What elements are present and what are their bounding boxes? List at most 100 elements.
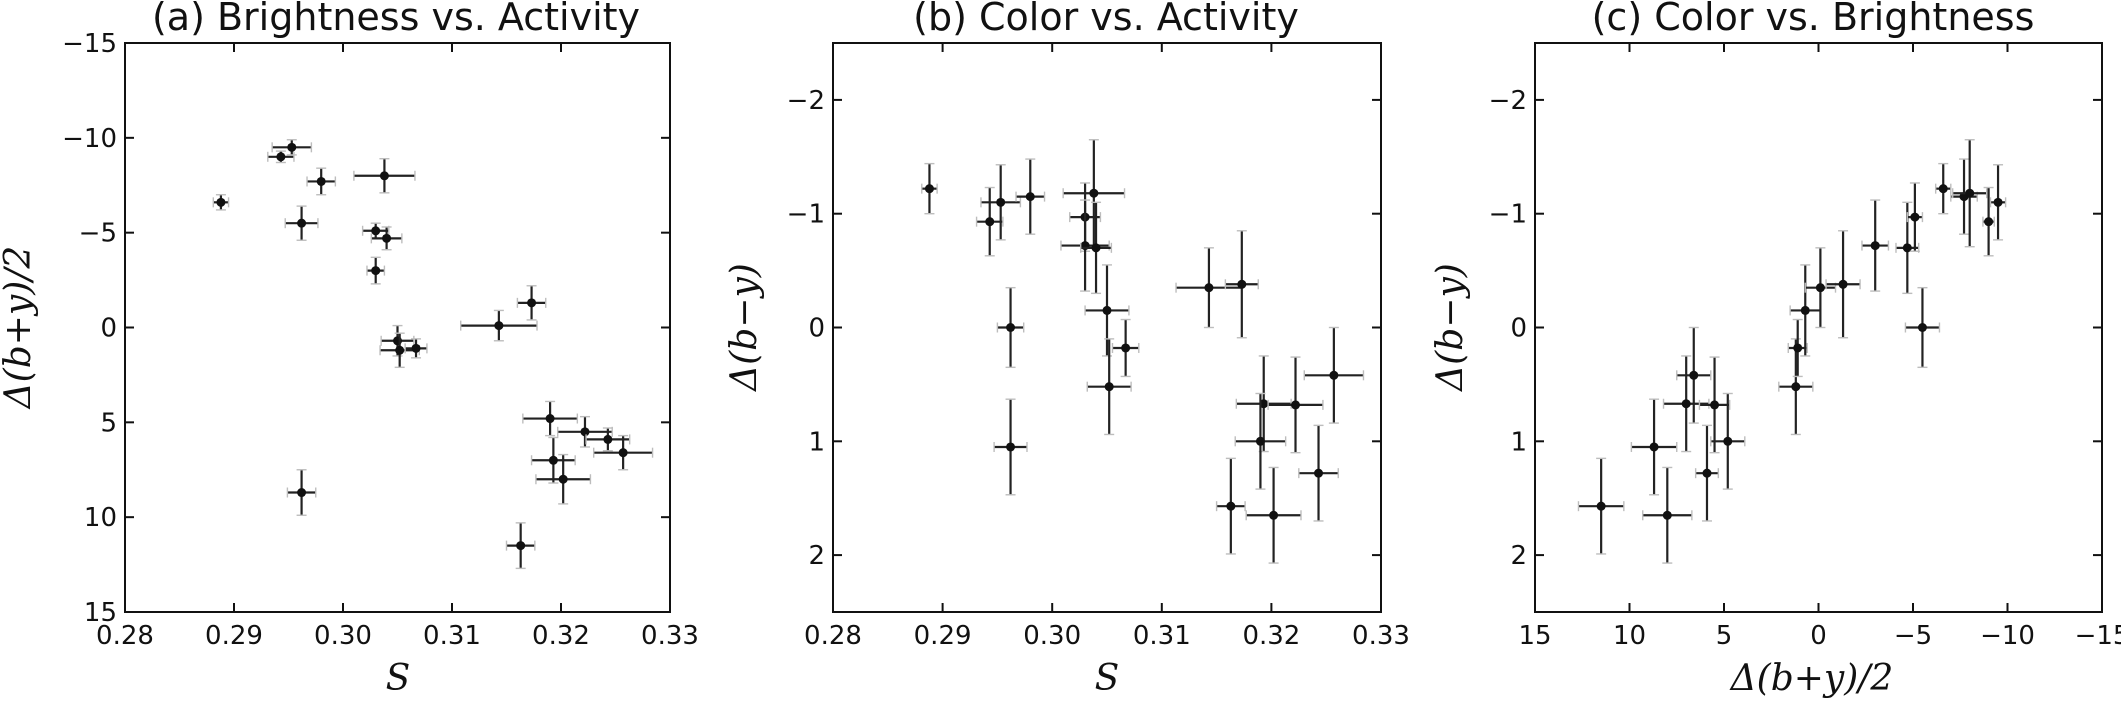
panel-a-y-axis-label: Δ(b+y)/2 bbox=[0, 246, 39, 411]
point-marker bbox=[316, 176, 326, 186]
point-marker bbox=[516, 541, 526, 551]
data-point bbox=[1630, 398, 1678, 496]
x-tick-label: 0.32 bbox=[1242, 621, 1300, 651]
data-point bbox=[404, 338, 428, 359]
data-point bbox=[516, 285, 547, 321]
panel-c-data-points bbox=[1577, 139, 2007, 564]
data-point bbox=[1694, 424, 1720, 522]
data-point bbox=[1676, 326, 1712, 424]
data-point bbox=[993, 398, 1028, 496]
panel-a-x-axis-label: S bbox=[386, 658, 411, 699]
y-tick-label: 2 bbox=[1510, 541, 1527, 571]
data-point bbox=[1224, 230, 1259, 339]
data-point bbox=[366, 256, 386, 285]
data-point bbox=[1060, 199, 1110, 292]
data-point bbox=[379, 332, 420, 369]
data-point bbox=[535, 453, 592, 505]
data-point bbox=[1234, 392, 1287, 490]
point-marker bbox=[1269, 510, 1279, 520]
y-tick-label: 1 bbox=[1510, 427, 1527, 457]
y-tick-label: 15 bbox=[84, 598, 117, 628]
panel-a-x-ticks: 0.28 0.29 0.30 0.31 0.32 0.33 bbox=[96, 43, 699, 651]
data-point bbox=[284, 205, 319, 241]
point-marker bbox=[371, 226, 381, 236]
data-point bbox=[1215, 457, 1246, 555]
panel-a: (a) Brightness vs. Activity 0.28 0.29 0.30… bbox=[0, 0, 699, 699]
point-marker bbox=[276, 152, 286, 162]
panel-a-y-ticks: −15 −10 −5 0 5 10 15 bbox=[62, 29, 670, 628]
data-point bbox=[996, 286, 1025, 369]
point-marker bbox=[1006, 323, 1016, 332]
point-marker bbox=[411, 343, 421, 353]
x-tick-label: 10 bbox=[1613, 621, 1646, 651]
y-tick-label: −5 bbox=[79, 219, 117, 249]
x-tick-label: 0.31 bbox=[423, 621, 481, 651]
data-point bbox=[1789, 264, 1822, 357]
y-tick-label: 2 bbox=[808, 541, 825, 571]
y-tick-label: −15 bbox=[62, 29, 117, 59]
point-marker bbox=[1791, 382, 1801, 392]
x-tick-label: 0 bbox=[1810, 621, 1827, 651]
data-point bbox=[1111, 318, 1140, 378]
data-point bbox=[975, 186, 1004, 257]
point-marker bbox=[1291, 400, 1301, 410]
panel-c: (c) Color vs. Brightness 151050−5−10−15 … bbox=[1430, 0, 2121, 699]
y-tick-label: −2 bbox=[787, 86, 825, 116]
point-marker bbox=[1870, 241, 1880, 251]
point-marker bbox=[1723, 436, 1733, 446]
point-marker bbox=[1902, 243, 1912, 253]
x-tick-label: 0.33 bbox=[1352, 621, 1410, 651]
panel-b-y-axis-label: Δ(b−y) bbox=[724, 263, 765, 393]
point-marker bbox=[1226, 501, 1236, 511]
panel-c-y-axis-label: Δ(b−y) bbox=[1430, 263, 1471, 393]
point-marker bbox=[1104, 382, 1114, 392]
point-marker bbox=[395, 345, 405, 355]
data-point bbox=[212, 194, 230, 211]
point-marker bbox=[1800, 305, 1810, 315]
data-point bbox=[980, 164, 1022, 241]
data-point bbox=[1298, 424, 1339, 522]
y-tick-label: −1 bbox=[1489, 200, 1527, 230]
point-marker bbox=[996, 197, 1006, 207]
y-tick-label: −2 bbox=[1489, 86, 1527, 116]
x-tick-label: 0.29 bbox=[914, 621, 972, 651]
data-point bbox=[1235, 355, 1292, 453]
data-point bbox=[1778, 338, 1814, 436]
panel-b-y-ticks: −2 −1 0 1 2 bbox=[787, 86, 1381, 571]
data-point bbox=[1906, 182, 1924, 252]
panel-a-title: (a) Brightness vs. Activity bbox=[152, 0, 640, 39]
data-point bbox=[1787, 318, 1808, 378]
point-marker bbox=[580, 427, 590, 437]
data-point bbox=[1245, 466, 1302, 564]
panel-b-x-axis-label: S bbox=[1095, 658, 1120, 699]
y-tick-label: 0 bbox=[100, 314, 117, 344]
point-marker bbox=[1815, 283, 1825, 293]
x-tick-label: 0.28 bbox=[804, 621, 862, 651]
x-tick-label: 0.30 bbox=[1023, 621, 1081, 651]
data-point bbox=[1015, 158, 1046, 235]
data-point bbox=[921, 162, 938, 215]
data-point bbox=[1662, 355, 1710, 453]
y-tick-label: −10 bbox=[62, 124, 117, 154]
point-marker bbox=[1993, 197, 2003, 207]
point-marker bbox=[379, 171, 389, 181]
data-point bbox=[1950, 158, 1978, 235]
data-point bbox=[286, 469, 317, 516]
point-marker bbox=[1025, 192, 1035, 202]
point-marker bbox=[1910, 212, 1920, 222]
point-marker bbox=[287, 142, 297, 152]
data-point bbox=[530, 436, 576, 484]
panel-b: (b) Color vs. Activity 0.28 0.29 0.30 0.31 0… bbox=[724, 0, 1410, 699]
data-point bbox=[271, 139, 313, 156]
point-marker bbox=[618, 448, 628, 458]
panel-c-title: (c) Color vs. Brightness bbox=[1592, 0, 2035, 39]
data-point bbox=[1989, 164, 2007, 241]
panel-b-x-ticks: 0.28 0.29 0.30 0.31 0.32 0.33 bbox=[804, 43, 1410, 651]
x-tick-label: 0.33 bbox=[641, 621, 699, 651]
data-point bbox=[1642, 466, 1693, 564]
data-point bbox=[460, 309, 538, 342]
data-point bbox=[361, 222, 390, 240]
point-marker bbox=[924, 184, 934, 194]
point-marker bbox=[1006, 442, 1016, 452]
data-point bbox=[1710, 392, 1746, 490]
